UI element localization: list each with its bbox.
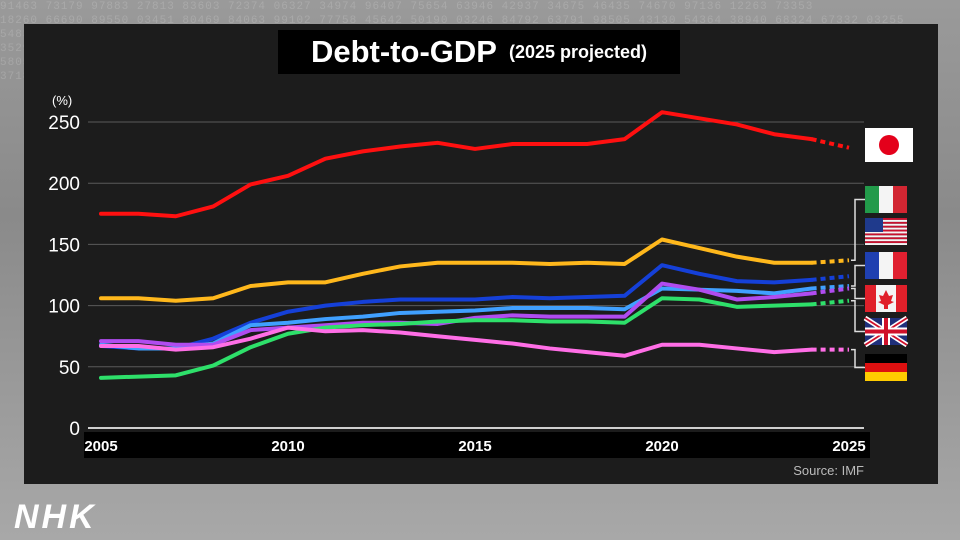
chart-title-box: Debt-to-GDP (2025 projected) [278, 30, 680, 74]
france-connector [851, 264, 865, 287]
chart-title: Debt-to-GDP [310, 34, 497, 69]
canada-flag-right [896, 285, 907, 312]
y-tick-label-150: 150 [48, 235, 80, 256]
usa-flag-stripe-white [865, 235, 907, 238]
italy-connector [851, 198, 865, 262]
canada-flag-left [865, 285, 876, 312]
chart-subtitle: (2025 projected) [508, 41, 648, 62]
series-projection-canada [811, 286, 850, 296]
usa-flag [865, 218, 907, 245]
series-line-japan [99, 110, 814, 219]
series-line-united-kingdom [99, 296, 814, 380]
uk-connector [851, 299, 865, 333]
series-projection-japan [811, 137, 850, 150]
x-tick-label-2005: 2005 [84, 438, 117, 455]
canada-connector [851, 287, 865, 300]
x-tick-label-2020: 2020 [645, 438, 678, 455]
flag-legend [863, 128, 913, 381]
usa-flag-stripe-white [865, 239, 907, 242]
legend-connectors [851, 198, 865, 369]
italy-flag [865, 186, 907, 213]
series-projection-united-states [811, 274, 850, 282]
series-projection-united-kingdom [811, 298, 850, 307]
x-tick-label-2015: 2015 [458, 438, 491, 455]
series-projection-italy [811, 258, 850, 265]
italy-flag-green [865, 186, 879, 213]
maple-leaf-icon [878, 290, 894, 309]
series-lines [99, 110, 850, 380]
chart-panel [24, 24, 938, 484]
japan-flag [865, 128, 913, 162]
nhk-logo: NHK [14, 498, 97, 536]
france-flag-blue [865, 252, 879, 279]
france-flag-red [893, 252, 907, 279]
gridlines [88, 121, 864, 429]
series-line-united-states [99, 263, 814, 351]
usa-flag-stripe-white [865, 243, 907, 245]
germany-flag-black [865, 354, 907, 363]
x-axis-band [84, 432, 870, 458]
japan-flag-disc [879, 135, 899, 155]
y-tick-label-100: 100 [48, 297, 80, 318]
uk-flag-hcross-red [865, 329, 907, 334]
uk-flag [863, 315, 909, 348]
usa-flag-stripe-white [865, 231, 907, 234]
usa-flag-stripe [865, 233, 907, 236]
series-projection-france [811, 284, 850, 291]
usa-flag-stripe-white [865, 223, 907, 226]
germany-flag-gold [865, 372, 907, 381]
usa-flag-stripe-white [865, 219, 907, 222]
italy-flag-white [879, 186, 893, 213]
source-note: Source: IMF [793, 463, 864, 478]
series-line-canada [99, 281, 814, 347]
usa-flag-stripe-white [865, 227, 907, 230]
usa-flag-stripe [865, 237, 907, 240]
germany-flag [865, 354, 907, 381]
france-flag-white [879, 252, 893, 279]
usa-flag-stripe [865, 225, 907, 228]
canada-flag [865, 285, 907, 312]
x-axis-ticks: 2005 2010 2015 2020 2025 [84, 438, 865, 455]
x-tick-label-2010: 2010 [271, 438, 304, 455]
usa-flag-stripe [865, 241, 907, 244]
series-line-germany [99, 325, 814, 358]
series-line-italy [99, 237, 814, 303]
y-tick-label-200: 200 [48, 174, 80, 195]
y-tick-label-250: 250 [48, 113, 80, 134]
usa-flag-stripe [865, 218, 907, 220]
germany-flag-red [865, 363, 907, 372]
x-tick-label-2025: 2025 [832, 438, 865, 455]
france-flag [865, 252, 907, 279]
usa-flag-stripe [865, 229, 907, 232]
usa-flag-stripe [865, 221, 907, 224]
y-tick-label-0: 0 [69, 419, 80, 440]
germany-connector [851, 348, 865, 369]
italy-flag-red [893, 186, 907, 213]
y-axis-label: (%) [52, 93, 72, 108]
y-axis-ticks: 0 50 100 150 200 250 [48, 113, 80, 440]
usa-flag-canton [865, 218, 883, 232]
y-tick-label-50: 50 [59, 358, 80, 379]
